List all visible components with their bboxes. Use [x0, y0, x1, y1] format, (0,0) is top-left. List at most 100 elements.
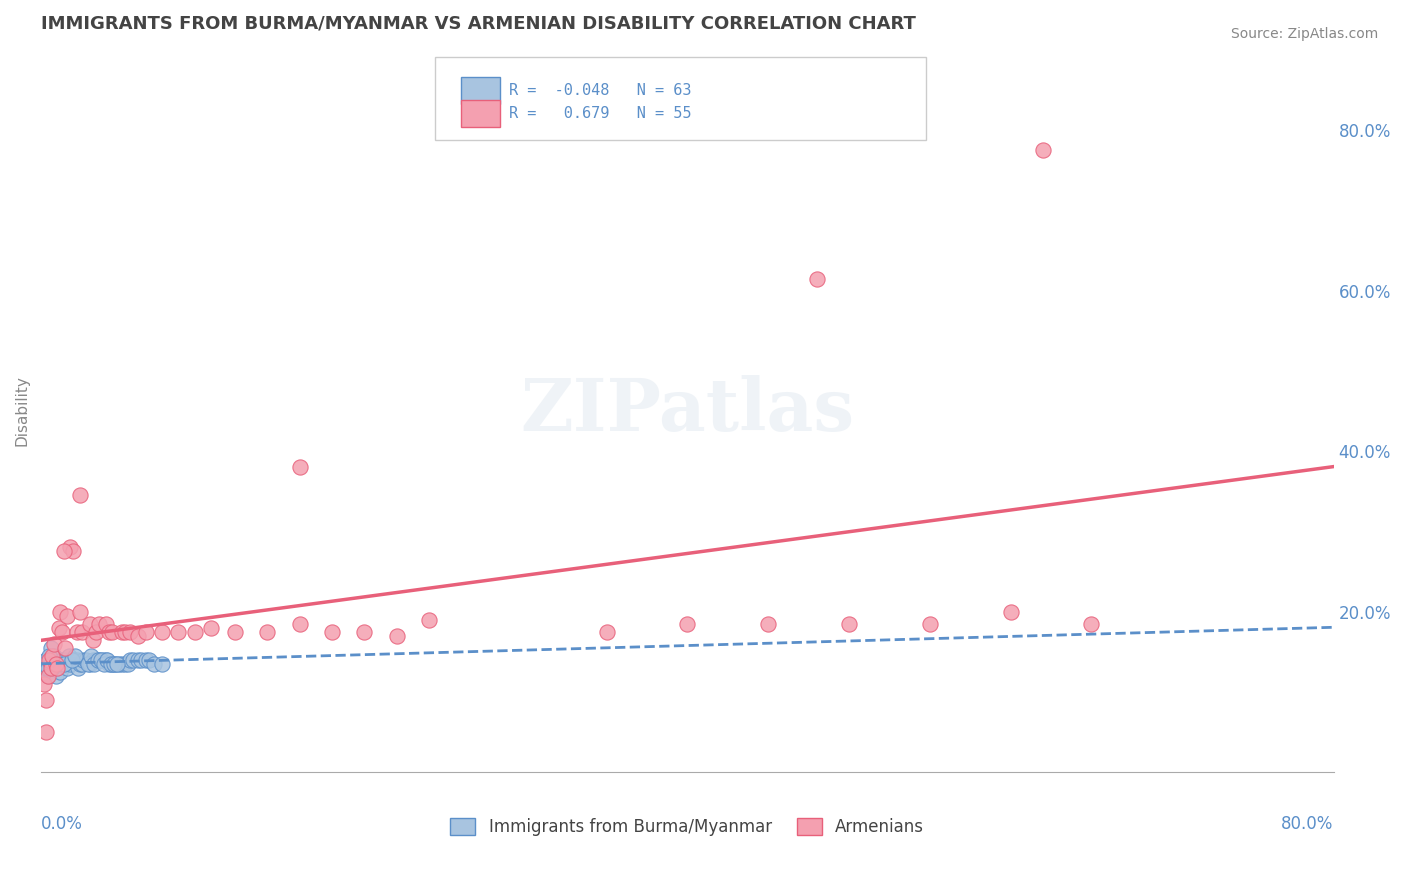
Point [66, 653, 89, 667]
Point [918, 616, 941, 631]
Point [70, 624, 93, 639]
Text: Source: ZipAtlas.com: Source: ZipAtlas.com [1230, 27, 1378, 41]
Point [42, 648, 65, 663]
Point [114, 624, 136, 639]
Point [183, 624, 205, 639]
Point [100, 657, 122, 671]
Point [111, 624, 134, 639]
Point [38, 661, 60, 675]
Point [353, 624, 375, 639]
Point [69, 488, 91, 502]
Point [66, 624, 89, 639]
Point [38, 648, 60, 663]
Point [138, 653, 160, 667]
Point [86, 653, 108, 667]
Point [75, 653, 97, 667]
Point [59, 541, 82, 555]
Point [595, 624, 617, 639]
Y-axis label: Disability: Disability [15, 376, 30, 446]
Point [288, 616, 311, 631]
Point [224, 624, 246, 639]
Point [63, 648, 86, 663]
Point [34, 677, 56, 691]
Text: IMMIGRANTS FROM BURMA/MYANMAR VS ARMENIAN DISABILITY CORRELATION CHART: IMMIGRANTS FROM BURMA/MYANMAR VS ARMENIA… [41, 15, 915, 33]
Point [256, 624, 278, 639]
Point [385, 629, 408, 643]
Point [756, 616, 779, 631]
Point [321, 624, 343, 639]
Point [118, 653, 141, 667]
Point [418, 613, 440, 627]
Text: 0.0%: 0.0% [41, 815, 83, 833]
Point [96, 653, 118, 667]
Point [39, 661, 62, 675]
Point [111, 657, 134, 671]
Text: ZIPatlas: ZIPatlas [520, 376, 855, 446]
Point [98, 657, 121, 671]
Text: 80.0%: 80.0% [1281, 815, 1334, 833]
Point [79, 657, 101, 671]
Point [90, 653, 112, 667]
Point [53, 653, 76, 667]
Point [98, 624, 121, 639]
Point [37, 669, 59, 683]
FancyBboxPatch shape [436, 57, 927, 140]
Point [69, 657, 91, 671]
Point [91, 653, 114, 667]
Point [89, 653, 111, 667]
Point [127, 629, 149, 643]
Point [107, 657, 129, 671]
Point [51, 624, 73, 639]
Point [35, 725, 58, 739]
Point [82, 632, 104, 647]
Point [34, 657, 56, 671]
Point [89, 616, 111, 631]
Text: R =  -0.048   N = 63: R = -0.048 N = 63 [509, 83, 692, 98]
Point [94, 653, 117, 667]
FancyBboxPatch shape [461, 77, 501, 104]
Point [806, 271, 828, 285]
Point [41, 661, 63, 675]
Point [143, 657, 166, 671]
Point [49, 665, 72, 679]
Point [103, 657, 125, 671]
Point [79, 616, 101, 631]
Point [84, 624, 107, 639]
Point [72, 653, 94, 667]
Point [104, 657, 127, 671]
FancyBboxPatch shape [461, 100, 501, 128]
Point [35, 661, 58, 675]
Point [48, 621, 70, 635]
Point [37, 661, 59, 675]
Point [37, 669, 59, 683]
Point [122, 653, 145, 667]
Point [167, 624, 190, 639]
Point [117, 657, 139, 671]
Point [46, 661, 69, 675]
Point [288, 460, 311, 475]
Point [129, 653, 152, 667]
Point [42, 637, 65, 651]
Point [45, 669, 67, 683]
Legend: Immigrants from Burma/Myanmar, Armenians: Immigrants from Burma/Myanmar, Armenians [450, 818, 924, 836]
Point [39, 657, 62, 671]
Point [46, 661, 69, 675]
Point [56, 661, 79, 675]
Point [45, 657, 67, 671]
Point [150, 657, 173, 671]
Point [101, 624, 124, 639]
Point [69, 605, 91, 619]
Point [94, 616, 117, 631]
Point [676, 616, 699, 631]
Point [118, 624, 141, 639]
Point [84, 653, 107, 667]
Text: R =   0.679   N = 55: R = 0.679 N = 55 [509, 106, 692, 121]
Point [105, 657, 128, 671]
Point [838, 616, 860, 631]
Point [53, 640, 76, 655]
Point [52, 544, 75, 558]
Point [52, 657, 75, 671]
Point [70, 657, 93, 671]
Point [41, 653, 63, 667]
Point [34, 665, 56, 679]
